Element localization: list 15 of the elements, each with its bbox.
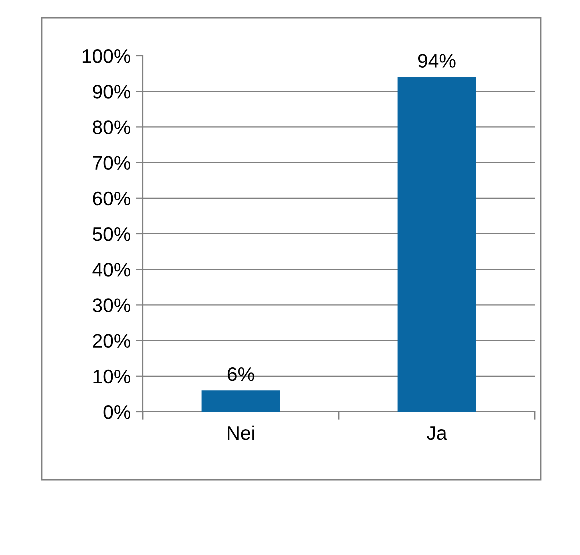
y-tick-label: 20% [93, 334, 131, 348]
y-tick-label: 60% [93, 192, 131, 206]
y-tick-label: 80% [93, 120, 131, 134]
y-tick-label: 40% [92, 263, 131, 277]
y-tick-label: 90% [93, 85, 131, 99]
data-label: 6% [228, 367, 254, 382]
y-tick-label: 50% [93, 227, 131, 242]
y-tick-label: 30% [93, 298, 131, 312]
x-tick-label: Ja [427, 426, 448, 440]
y-tick-label: 0% [104, 405, 131, 420]
y-tick-label: 10% [94, 370, 131, 384]
y-tick-label: 100% [82, 49, 131, 64]
x-tick-label: Nei [228, 426, 254, 440]
data-label: 94% [418, 54, 456, 68]
y-tick-label: 70% [93, 156, 131, 170]
